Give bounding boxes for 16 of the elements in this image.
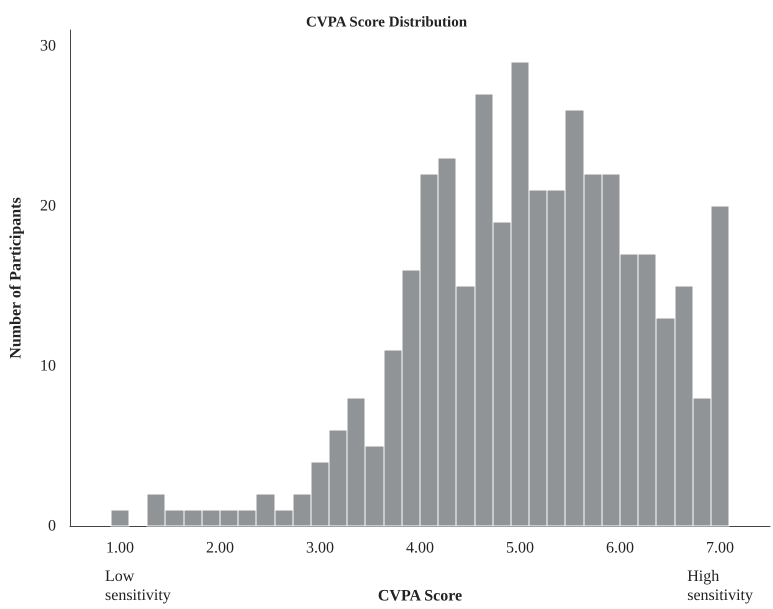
x-tick-label: 4.00: [406, 540, 434, 556]
x-tick-label: 5.00: [506, 540, 534, 556]
x-tick-label: 2.00: [206, 540, 234, 556]
y-tick-label: 10: [40, 358, 56, 374]
x-tick-label: 7.00: [706, 540, 734, 556]
x-tick-label: 6.00: [606, 540, 634, 556]
text: High sensitivity: [687, 568, 753, 604]
y-axis-title: Number of Participants: [8, 197, 24, 359]
x-tick-label: 1.00: [106, 540, 134, 556]
chart-title: CVPA Score Distribution: [306, 14, 468, 30]
x-axis-title: CVPA Score: [378, 588, 462, 604]
text: Low sensitivity: [105, 568, 171, 604]
y-tick-label: 20: [40, 198, 56, 214]
y-tick-label: 30: [40, 38, 56, 54]
x-tick-label: 3.00: [306, 540, 334, 556]
y-tick-label: 0: [48, 518, 56, 534]
